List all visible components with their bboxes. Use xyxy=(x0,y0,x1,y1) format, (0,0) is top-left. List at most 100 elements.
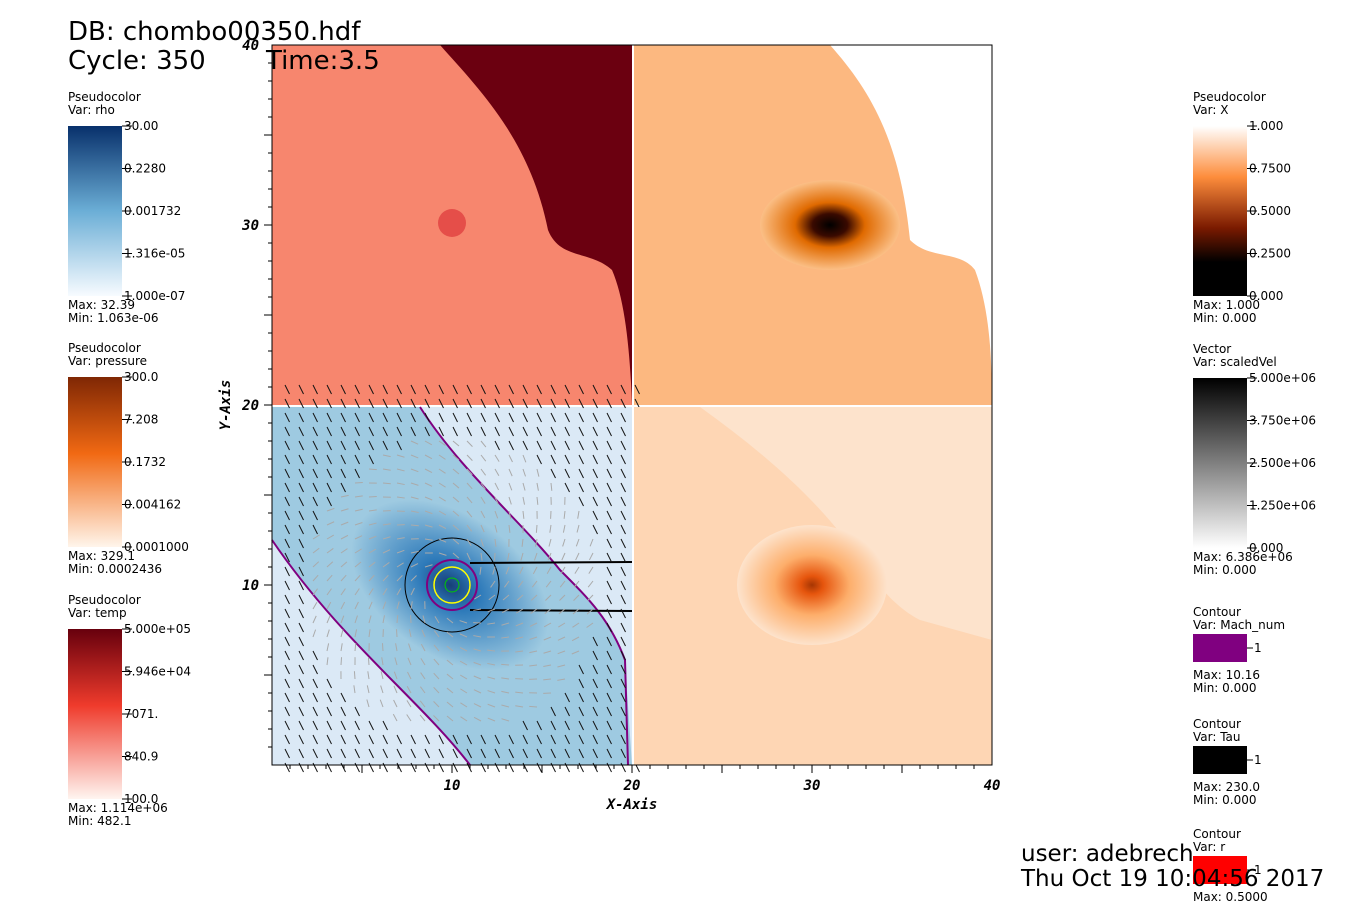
vector-arrow xyxy=(620,426,626,437)
vector-arrow xyxy=(578,384,584,395)
vector-arrow xyxy=(340,692,346,703)
vector-arrow xyxy=(326,706,332,717)
vector-arrow xyxy=(396,384,402,395)
vector-arrow xyxy=(368,384,374,395)
vector-arrow xyxy=(340,720,346,731)
vector-arrow xyxy=(395,643,398,652)
vector-arrow xyxy=(424,524,433,528)
vector-arrow xyxy=(340,508,349,512)
vector-arrow xyxy=(480,412,486,423)
vector-arrow xyxy=(578,706,584,717)
vector-arrow xyxy=(354,495,363,498)
vector-arrow xyxy=(382,615,385,624)
vector-arrow xyxy=(354,588,360,596)
vector-arrow xyxy=(433,644,440,652)
vector-arrow xyxy=(410,482,419,486)
vector-arrow xyxy=(298,692,304,703)
vector-arrow xyxy=(420,643,426,652)
vector-arrow xyxy=(473,635,482,638)
vector-arrow xyxy=(508,454,513,463)
vector-arrow xyxy=(494,482,500,491)
vector-arrow xyxy=(564,748,570,759)
vector-arrow xyxy=(519,566,524,575)
vector-arrow xyxy=(487,690,496,694)
vector-arrow xyxy=(368,629,371,638)
legend-plot: Vector xyxy=(1193,342,1231,356)
contour-swatch xyxy=(1193,746,1247,774)
vector-arrow xyxy=(368,398,374,409)
vector-arrow xyxy=(326,561,334,568)
vector-arrow xyxy=(592,706,598,717)
vector-arrow xyxy=(452,468,460,475)
vector-arrow xyxy=(382,720,388,731)
vector-arrow xyxy=(588,566,594,574)
vector-arrow xyxy=(620,524,626,535)
vector-arrow xyxy=(592,720,598,731)
vector-arrow xyxy=(438,454,446,460)
vector-arrow xyxy=(326,454,332,465)
vector-arrow xyxy=(368,601,373,610)
vector-arrow xyxy=(419,714,426,722)
vector-arrow xyxy=(284,398,290,409)
r-contour xyxy=(433,566,471,604)
vector-arrow xyxy=(312,482,318,493)
vector-arrow xyxy=(326,692,332,703)
vector-arrow xyxy=(312,706,318,717)
vector-arrow xyxy=(606,678,612,689)
legend-tick-label: 5.000e+06 xyxy=(1249,371,1316,385)
vector-arrow xyxy=(589,552,594,561)
vector-arrow xyxy=(312,615,317,624)
legend-max: Max: 1.114e+06 xyxy=(68,801,168,815)
legend-tick-label: 7.208 xyxy=(124,413,158,427)
vector-arrow xyxy=(466,468,473,476)
vector-arrow xyxy=(410,601,413,610)
vector-arrow xyxy=(326,588,332,596)
vector-arrow xyxy=(494,510,499,519)
vector-arrow xyxy=(446,715,454,722)
vector-arrow xyxy=(592,678,598,689)
vector-arrow xyxy=(532,566,538,575)
vector-arrow xyxy=(536,398,542,409)
vector-arrow xyxy=(606,510,612,521)
vector-arrow xyxy=(396,587,402,596)
vector-arrow xyxy=(424,748,430,759)
vector-arrow xyxy=(452,384,458,395)
vector-arrow xyxy=(354,548,362,554)
vector-arrow xyxy=(438,426,444,437)
vector-arrow xyxy=(550,412,556,423)
vector-arrow xyxy=(407,657,412,666)
vector-arrow xyxy=(354,734,360,745)
vector-arrow xyxy=(340,384,346,395)
vector-arrow xyxy=(578,398,584,409)
legend-tick-label: 100.0 xyxy=(124,792,158,806)
vector-arrow xyxy=(392,713,398,722)
vector-arrow xyxy=(480,734,486,745)
vector-arrow xyxy=(410,563,419,568)
vector-arrow xyxy=(284,440,290,451)
vector-arrow xyxy=(433,686,440,694)
y-tick-label: 30 xyxy=(241,218,259,234)
vector-arrow xyxy=(459,620,468,624)
vector-arrow xyxy=(550,706,556,717)
vector-arrow xyxy=(516,594,524,601)
vector-arrow xyxy=(466,524,473,532)
vector-arrow xyxy=(354,706,360,717)
vector-arrow xyxy=(529,636,538,640)
vector-arrow xyxy=(559,594,566,601)
legend-tick-label: 5.000e+05 xyxy=(124,622,191,636)
vector-arrow xyxy=(393,671,398,680)
vector-arrow xyxy=(298,482,304,493)
tau-contour xyxy=(469,561,633,612)
vector-arrow xyxy=(368,535,377,540)
vector-arrow xyxy=(424,454,433,460)
vector-arrow xyxy=(573,594,580,601)
vector-arrow xyxy=(473,716,482,722)
vector-arrow xyxy=(459,633,468,638)
vector-arrow xyxy=(573,580,580,588)
vector-arrow xyxy=(424,538,433,541)
vector-arrow xyxy=(508,398,514,409)
vector-arrow xyxy=(340,534,349,540)
vector-arrow xyxy=(326,398,332,409)
vector-arrow xyxy=(508,510,512,519)
vector-arrow xyxy=(433,672,440,680)
